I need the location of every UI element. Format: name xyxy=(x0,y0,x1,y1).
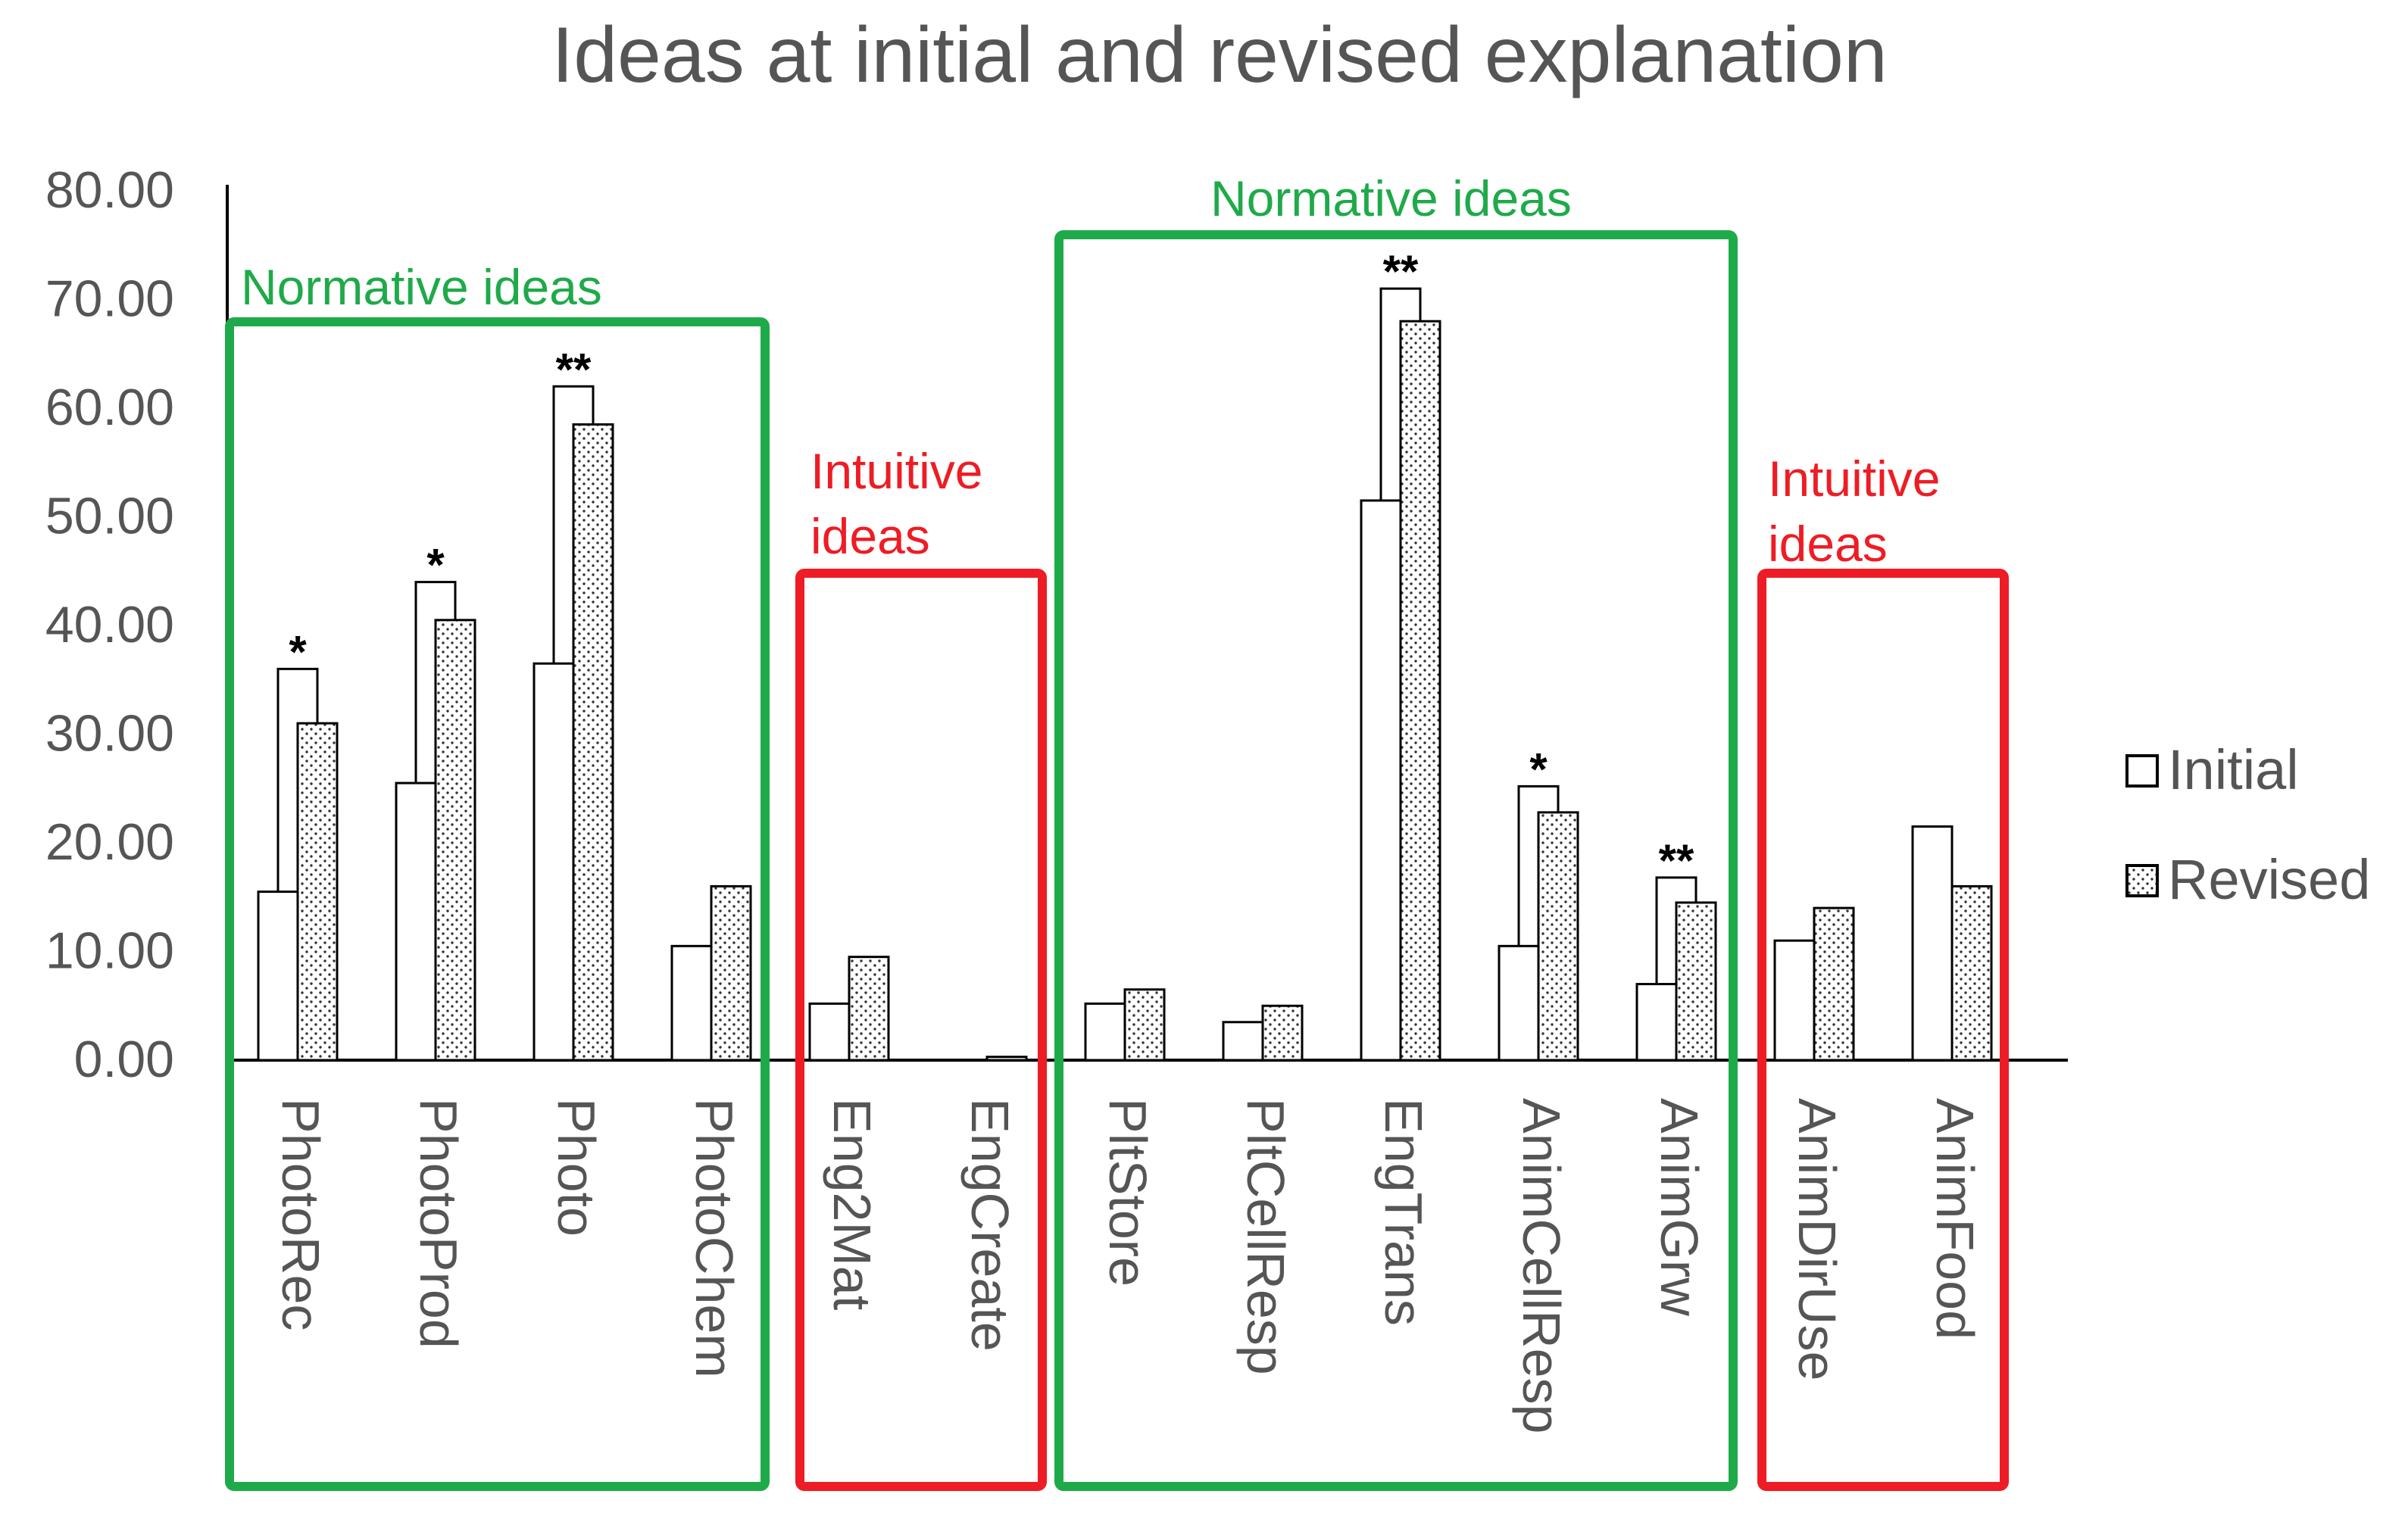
bar-revised-pltstore xyxy=(1123,988,1166,1062)
bar-initial-animfood xyxy=(1911,825,1954,1062)
legend-swatch-initial xyxy=(2125,754,2159,788)
x-tick-label: AnimCellResp xyxy=(1512,1098,1571,1433)
bar-revised-pltcellresp xyxy=(1261,1004,1304,1062)
significance-bracket xyxy=(276,667,319,892)
x-tick-label: Eng2Mat xyxy=(823,1098,882,1310)
bar-revised-engcreate xyxy=(985,1056,1028,1062)
bar-initial-photoprod xyxy=(395,781,437,1062)
y-tick-label: 70.00 xyxy=(45,270,174,328)
bar-revised-photorec xyxy=(296,722,339,1062)
bar-revised-photochem xyxy=(710,884,752,1062)
group-box xyxy=(1757,569,2009,1491)
y-tick-label: 40.00 xyxy=(45,596,174,654)
bar-initial-engtrans xyxy=(1360,499,1402,1062)
group-label: Normative ideas xyxy=(241,259,602,315)
x-tick-label: EngCreate xyxy=(960,1098,1020,1352)
y-tick-label: 0.00 xyxy=(74,1031,174,1088)
bar-revised-photoprod xyxy=(434,619,476,1062)
y-tick-label: 30.00 xyxy=(45,705,174,763)
legend-label-revised: Revised xyxy=(2168,848,2370,911)
legend: Initial Revised xyxy=(2125,738,2370,911)
y-tick-label: 60.00 xyxy=(45,379,174,436)
x-tick-label: PhotoProd xyxy=(409,1098,468,1349)
bar-revised-eng2mat xyxy=(848,956,890,1062)
bar-initial-photo xyxy=(533,662,575,1062)
bar-initial-photochem xyxy=(670,944,713,1062)
group-label: ideas xyxy=(1768,516,1888,572)
significance-label: * xyxy=(1529,744,1548,794)
bars xyxy=(257,320,1993,1062)
group-box xyxy=(1054,230,1738,1491)
axes: 0.00 10.00 20.00 30.00 40.00 50.00 60.00 70.00 8… xyxy=(45,161,2068,1088)
group-label: ideas xyxy=(810,508,930,564)
bar-initial-animdiruse xyxy=(1773,939,1816,1062)
x-tick-label: PhotoRec xyxy=(271,1098,330,1330)
bar-initial-eng2mat xyxy=(808,1002,851,1062)
significance-bracket xyxy=(1379,287,1422,501)
y-tick-label: 20.00 xyxy=(45,813,174,871)
x-axis-labels: PhotoRec PhotoProd Photo PhotoChem Eng2Mat En… xyxy=(271,1098,1985,1433)
significance-bracket xyxy=(1655,876,1697,984)
bar-revised-animfood xyxy=(1950,884,1993,1062)
significance-label: ** xyxy=(556,344,592,395)
x-tick-label: PltStore xyxy=(1098,1098,1157,1287)
bar-revised-animcellresp xyxy=(1537,811,1579,1062)
y-tick-label: 50.00 xyxy=(45,488,174,545)
group-label: Intuitive xyxy=(1768,451,1940,507)
significance-bracket xyxy=(1517,785,1560,947)
legend-label-initial: Initial xyxy=(2168,738,2299,801)
group-label: Normative ideas xyxy=(1210,170,1572,226)
group-label: Intuitive xyxy=(810,443,982,499)
x-tick-label: Photo xyxy=(547,1098,606,1237)
significance-bracket xyxy=(552,385,595,664)
y-tick-label: 80.00 xyxy=(45,161,174,219)
bar-initial-animcellresp xyxy=(1498,944,1540,1062)
group-box xyxy=(225,317,770,1491)
significance-label: ** xyxy=(1659,835,1694,886)
legend-swatch-revised xyxy=(2125,864,2159,897)
x-tick-label: PhotoChem xyxy=(685,1098,744,1378)
chart-title: Ideas at initial and revised explanation xyxy=(551,11,1887,99)
x-tick-label: AnimDirUse xyxy=(1788,1098,1847,1380)
bar-initial-pltstore xyxy=(1084,1002,1126,1062)
bar-revised-engtrans xyxy=(1399,320,1441,1062)
group-box xyxy=(795,569,1047,1491)
bar-initial-photorec xyxy=(257,891,299,1062)
y-tick-label: 10.00 xyxy=(45,922,174,980)
significance-bracket xyxy=(414,581,457,784)
x-tick-label: PltCellResp xyxy=(1236,1098,1295,1375)
bar-initial-animgrw xyxy=(1635,983,1678,1062)
bar-revised-animdiruse xyxy=(1813,906,1855,1062)
group-boxes: Normative ideas Intuitive ideas Normative i… xyxy=(225,170,2009,1491)
significance-label: * xyxy=(289,626,307,677)
significance-label: ** xyxy=(1383,246,1419,297)
significance-label: * xyxy=(426,540,445,591)
x-tick-label: AnimFood xyxy=(1925,1098,1985,1340)
bar-revised-animgrw xyxy=(1675,901,1717,1062)
bar-revised-photo xyxy=(572,423,614,1062)
bar-initial-pltcellresp xyxy=(1222,1021,1264,1062)
x-tick-label: EngTrans xyxy=(1374,1098,1433,1326)
x-tick-label: AnimGrw xyxy=(1650,1098,1709,1316)
significance-markers: ********* xyxy=(276,246,1697,984)
